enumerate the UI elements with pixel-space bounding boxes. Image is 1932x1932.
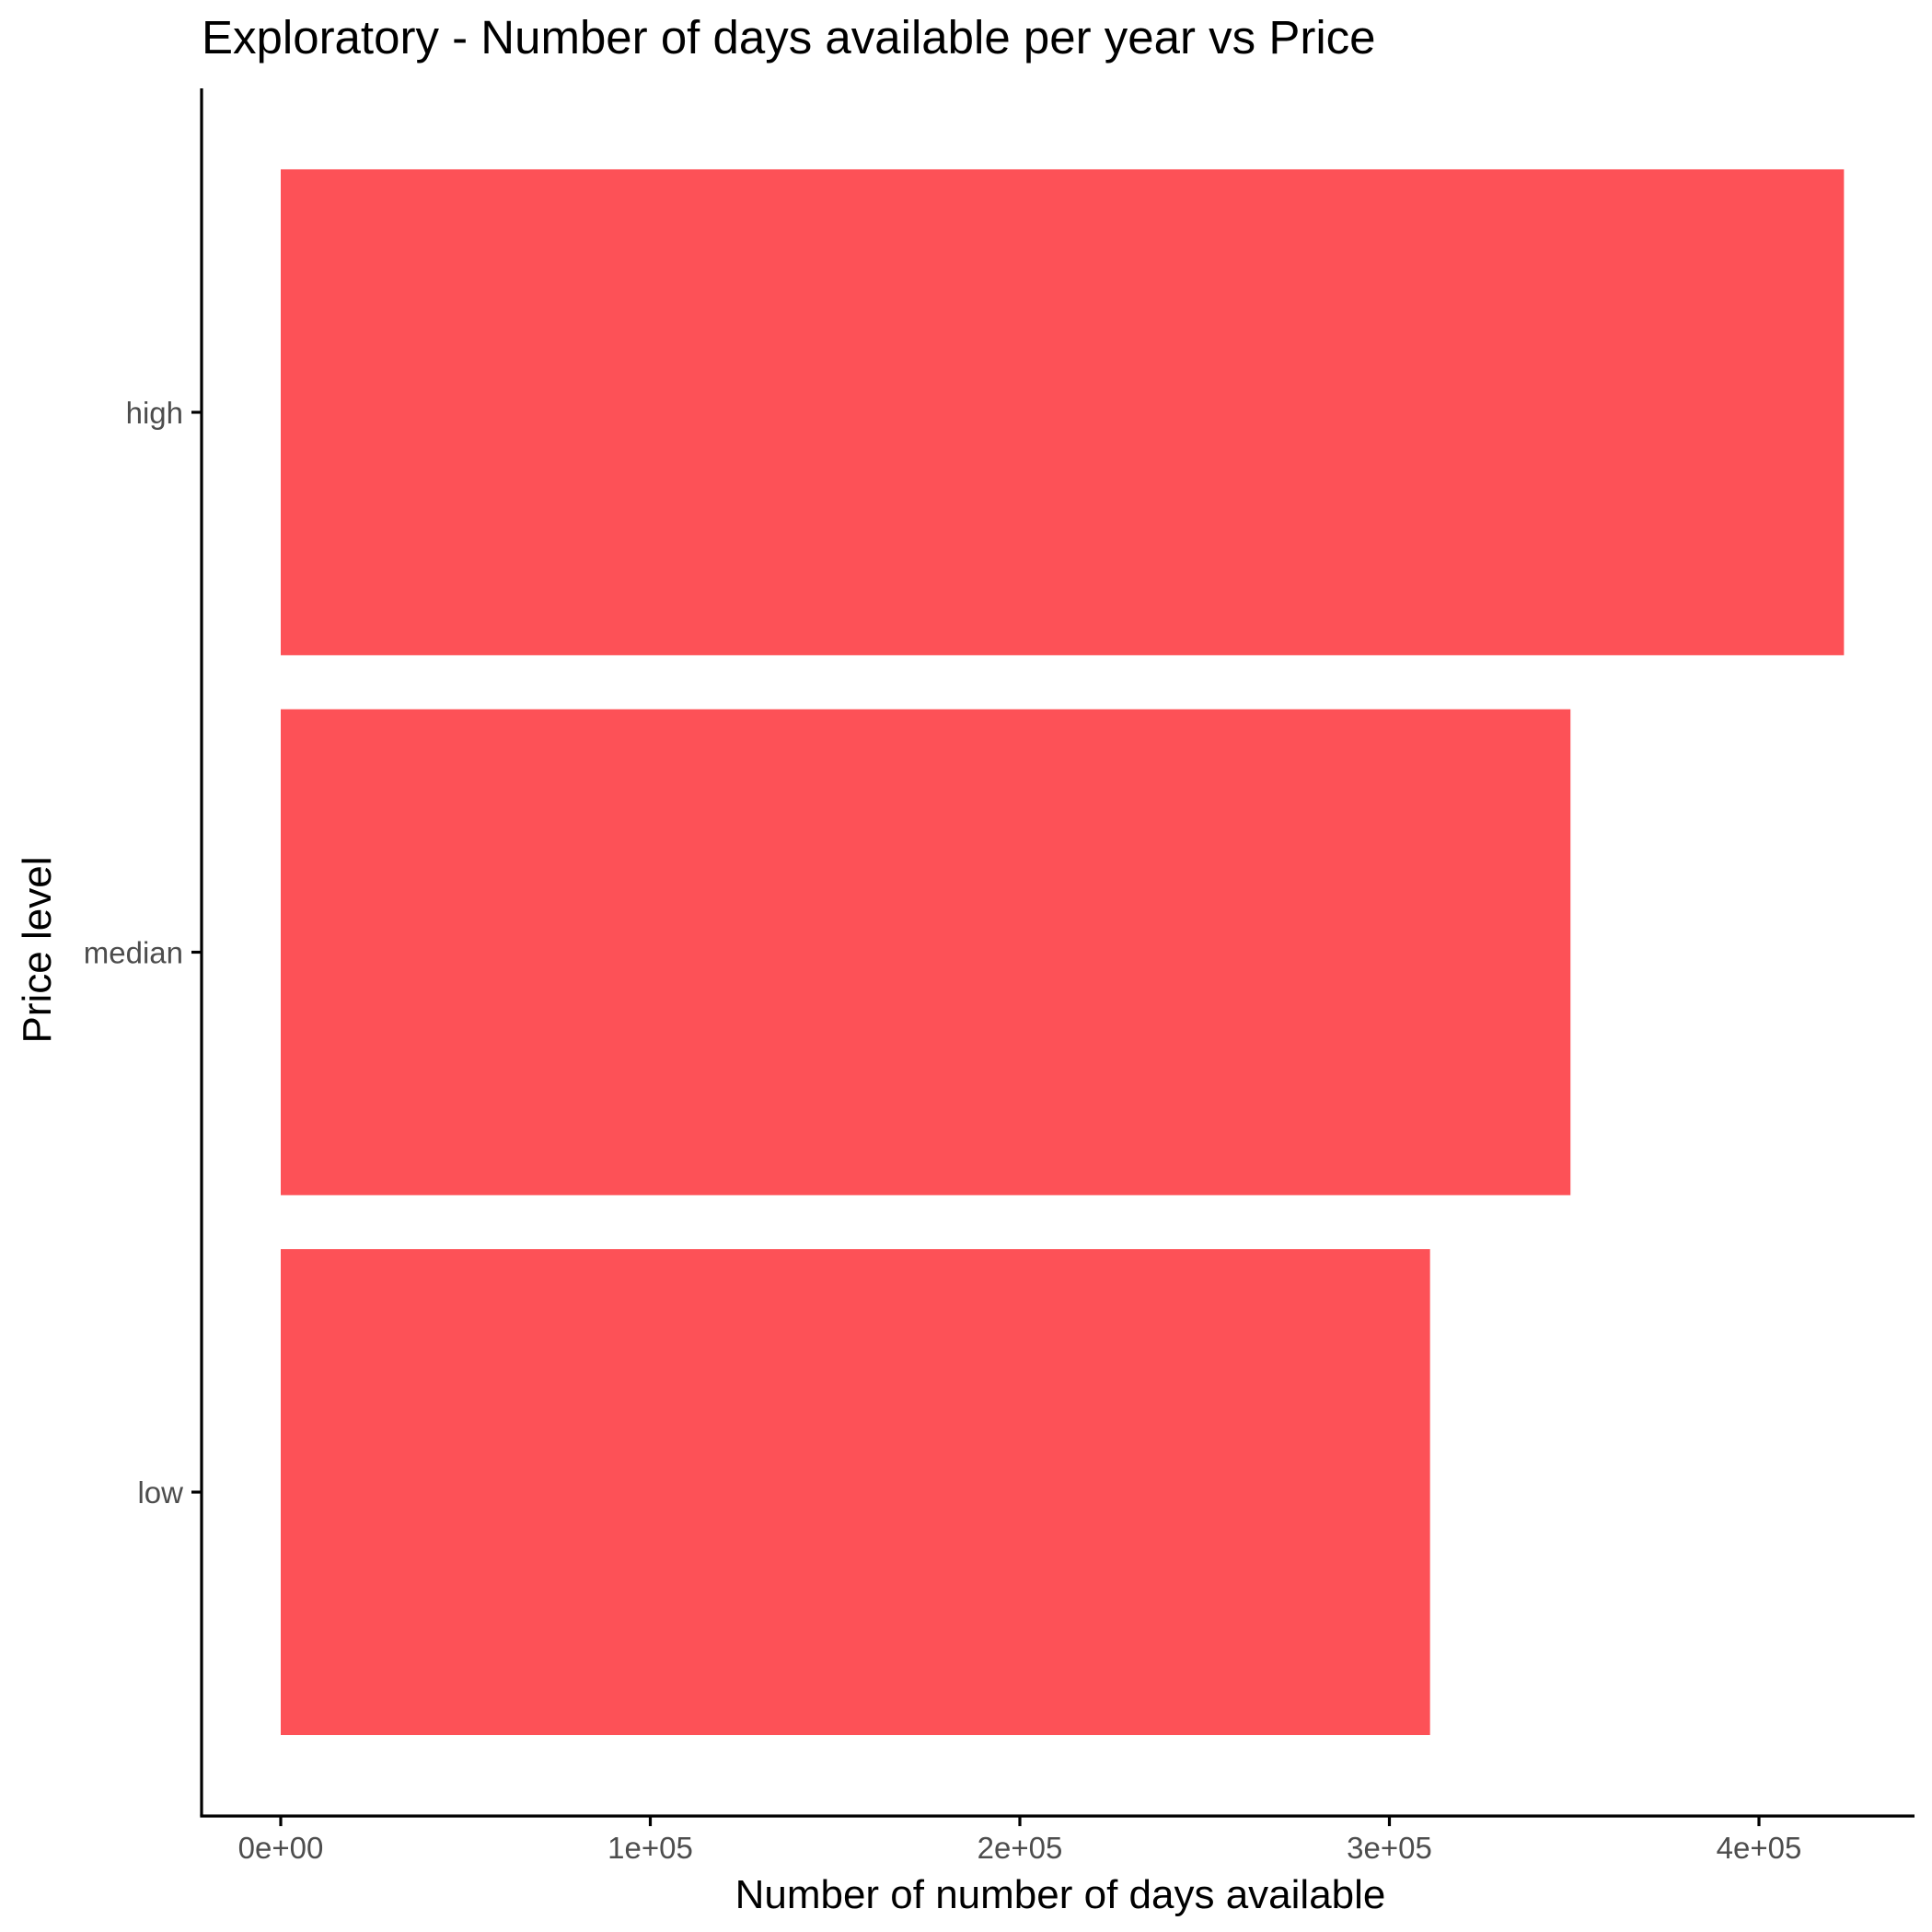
- bar-low: [281, 1249, 1430, 1736]
- y-tick-label-high: high: [126, 396, 183, 430]
- x-tick-label-2: 2e+05: [978, 1831, 1063, 1865]
- x-tick-label-4: 4e+05: [1717, 1831, 1802, 1865]
- bars-layer: [281, 168, 1845, 1736]
- x-tick-label-1: 1e+05: [607, 1831, 693, 1865]
- x-tick-label-3: 3e+05: [1347, 1831, 1432, 1865]
- x-axis-title: Number of number of days available: [735, 1872, 1386, 1917]
- x-axis-ticks: 0e+00 1e+05 2e+05 3e+05 4e+05: [238, 1816, 1802, 1865]
- chart-title: Exploratory - Number of days available p…: [202, 11, 1376, 64]
- y-tick-label-low: low: [137, 1475, 183, 1510]
- y-tick-label-median: median: [84, 936, 183, 970]
- y-axis-ticks: low median high: [84, 396, 202, 1510]
- y-axis-title: Price level: [15, 857, 60, 1044]
- bar-median: [281, 709, 1571, 1196]
- bar-high: [281, 168, 1845, 655]
- x-tick-label-0: 0e+00: [238, 1831, 324, 1865]
